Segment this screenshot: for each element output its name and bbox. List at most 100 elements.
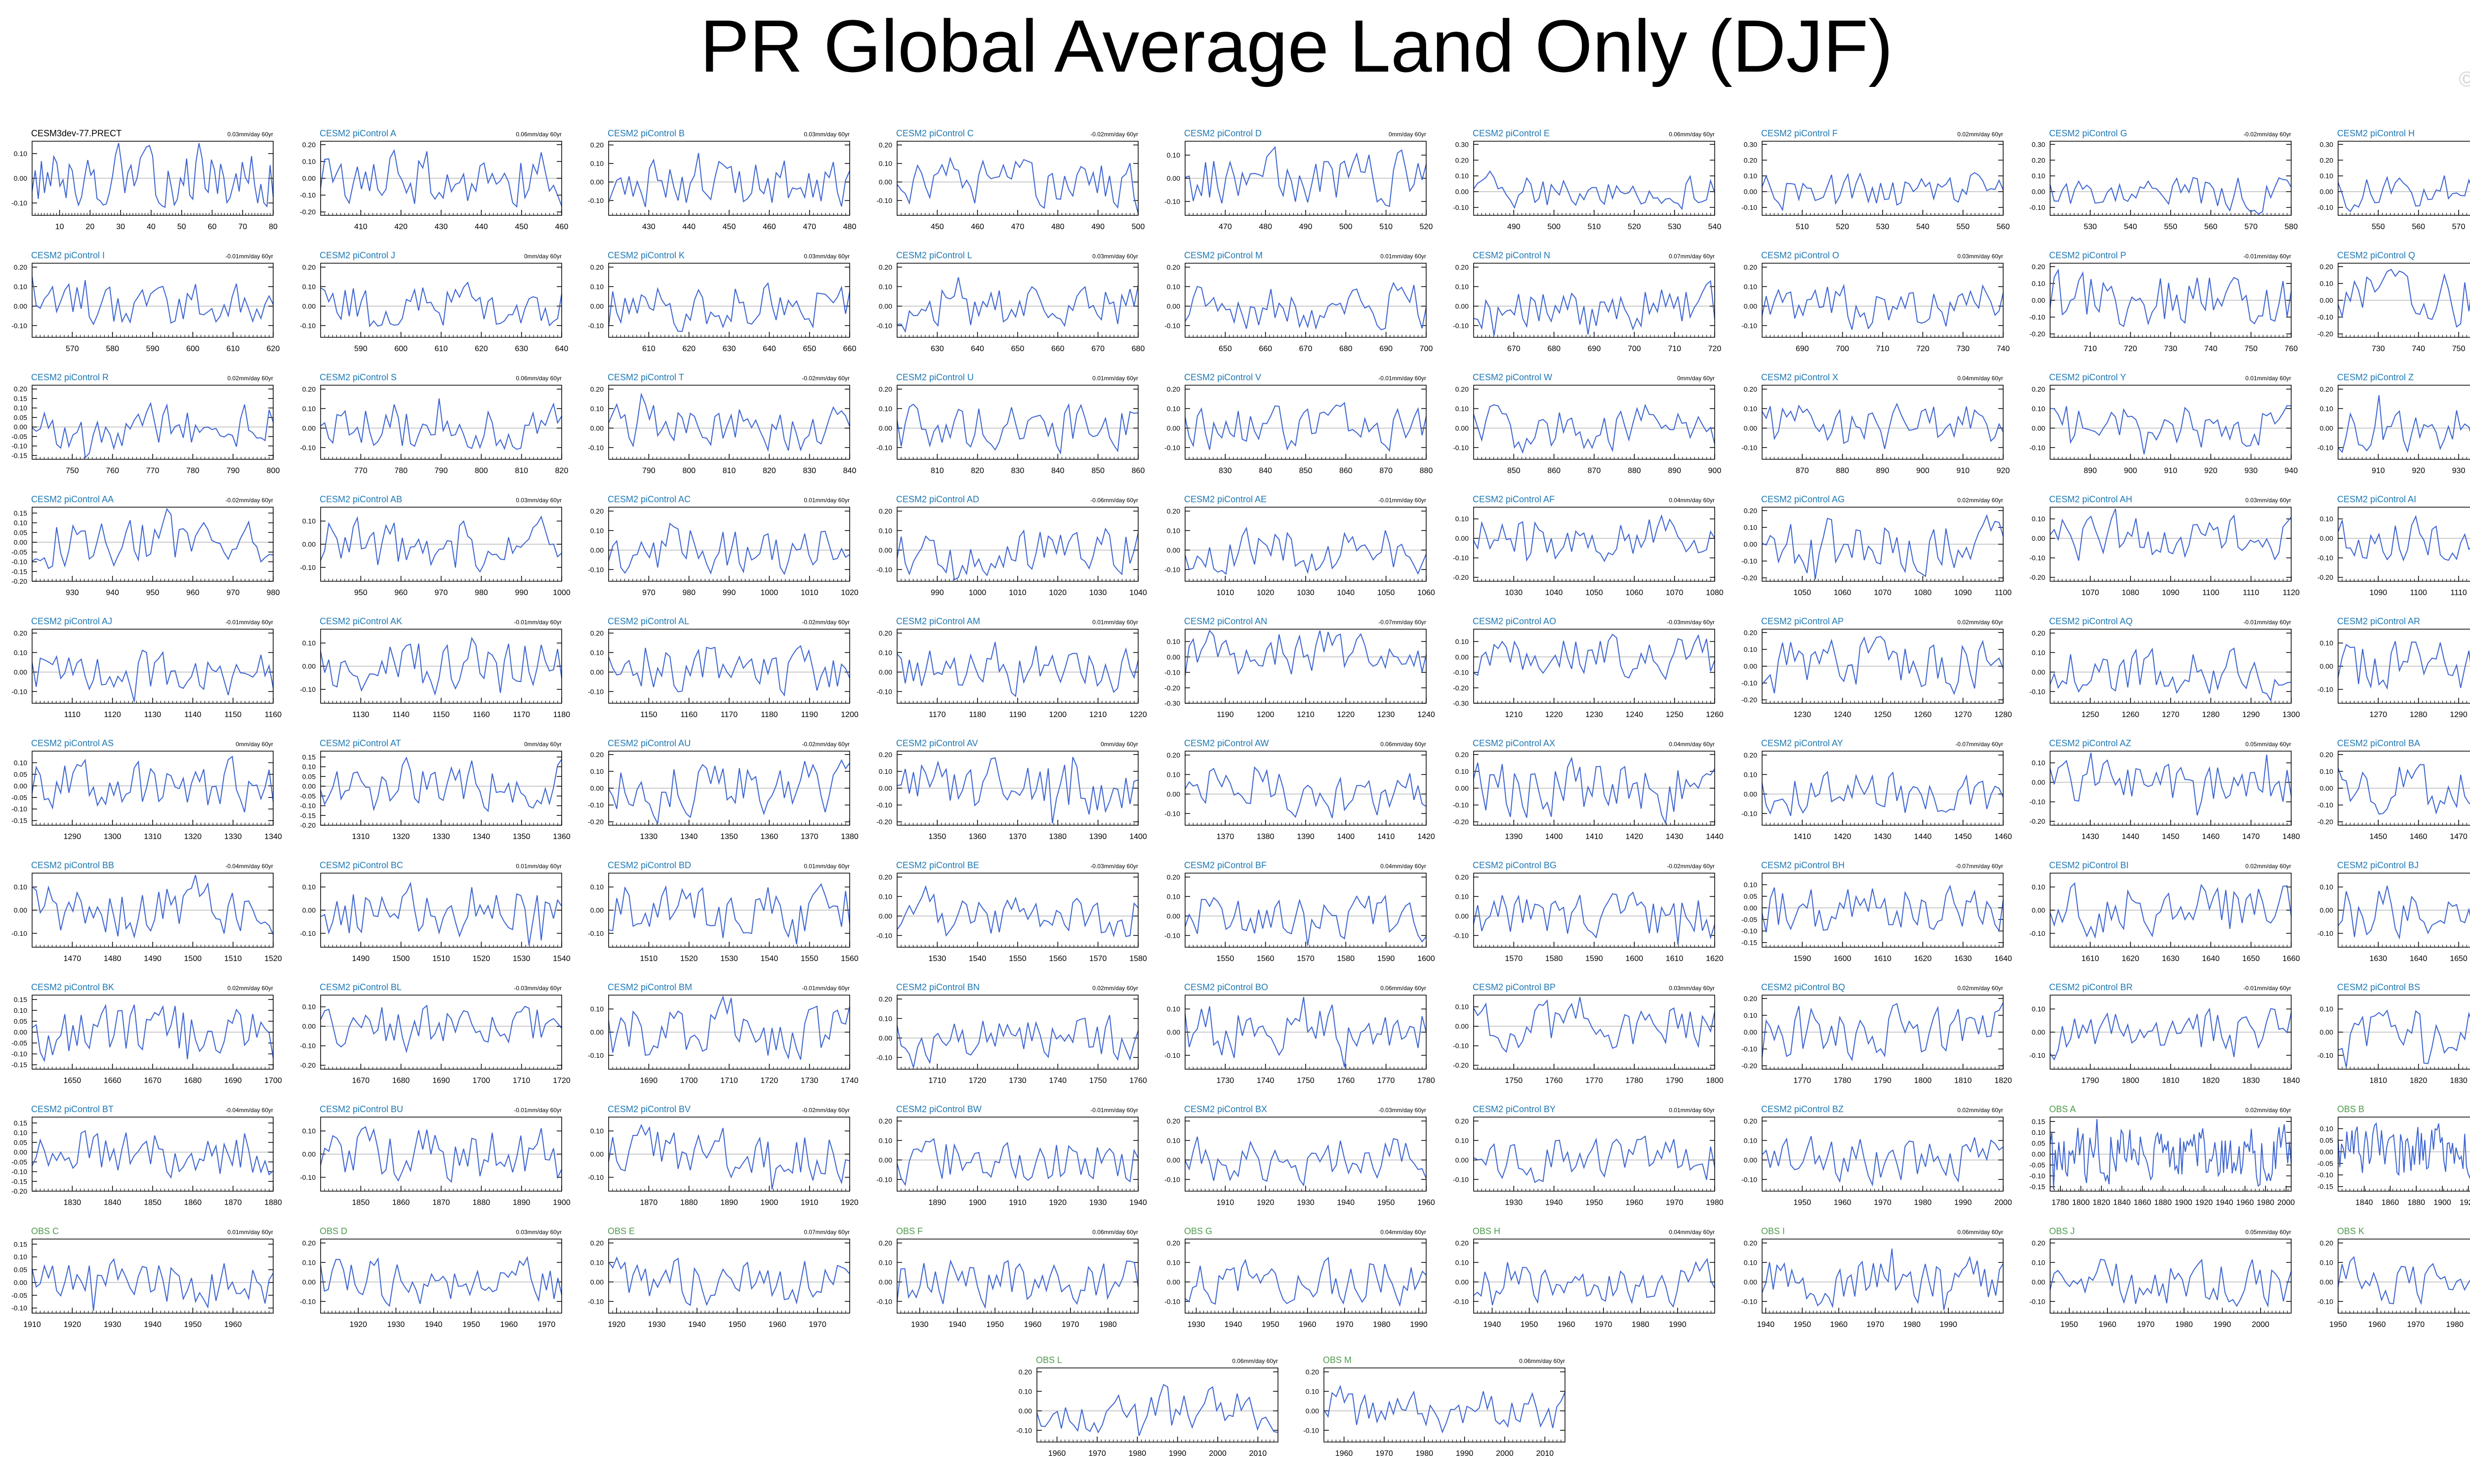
x-tick-label: 1040: [1337, 589, 1355, 597]
x-tick-label: 1270: [2162, 711, 2180, 719]
y-tick-label: 0.20: [1167, 751, 1180, 759]
x-tick-label: 1110: [2243, 589, 2259, 597]
y-tick-label: -0.20: [300, 821, 316, 829]
trend-label: 0.01mm/day 60yr: [804, 497, 850, 504]
page-title: PR Global Average Land Only (DJF): [700, 4, 1893, 87]
y-tick-label: -0.20: [2029, 573, 2045, 581]
trend-label: 0mm/day 60yr: [1389, 131, 1426, 138]
y-tick-label: 0.10: [2320, 280, 2333, 287]
series-line: [2050, 405, 2292, 455]
x-tick-label: 1450: [2370, 833, 2388, 841]
y-tick-label: 0.00: [1744, 188, 1757, 196]
x-tick-label: 1440: [1706, 833, 1724, 841]
x-tick-label: 1000: [969, 589, 987, 597]
y-tick-label: 0.00: [590, 546, 604, 554]
y-tick-label: -0.10: [1164, 669, 1180, 677]
y-tick-label: 0.10: [590, 160, 604, 167]
y-tick-label: 0.00: [2032, 296, 2045, 304]
panel-label: CESM2 piControl K: [608, 250, 685, 260]
x-tick-label: 790: [226, 467, 240, 475]
trend-label: 0.02mm/day 60yr: [227, 375, 273, 382]
y-tick-label: -0.20: [300, 208, 316, 216]
y-tick-label: 0.00: [590, 302, 604, 310]
y-tick-label: 0.20: [879, 141, 892, 149]
y-tick-label: 0.10: [1167, 404, 1180, 412]
y-tick-label: 0.00: [14, 782, 27, 790]
y-tick-label: -0.20: [1453, 684, 1469, 692]
x-tick-label: 820: [971, 467, 984, 475]
y-tick-label: 0.05: [14, 413, 27, 421]
timeseries-panel: CESM2 piControl BA0.02mm/day 60yr1450146…: [2317, 738, 2470, 841]
x-tick-label: 740: [2412, 345, 2425, 353]
x-tick-label: 990: [931, 589, 944, 597]
y-tick-label: -0.10: [1741, 443, 1757, 451]
plot-frame: [897, 507, 1139, 582]
y-tick-label: 0.20: [14, 263, 27, 271]
x-tick-label: 1040: [1545, 589, 1563, 597]
series-line: [897, 157, 1139, 214]
y-tick-label: -0.10: [300, 191, 316, 199]
x-tick-label: 1080: [1706, 589, 1724, 597]
x-tick-label: 20: [85, 223, 94, 231]
y-tick-label: 0.10: [1744, 172, 1757, 180]
x-tick-label: 690: [1588, 345, 1601, 353]
x-tick-label: 700: [1836, 345, 1849, 353]
series-line: [320, 515, 562, 573]
y-tick-label: -0.20: [2317, 330, 2333, 338]
y-tick-label: 0.15: [14, 395, 27, 402]
series-line: [1762, 636, 2004, 695]
trend-label: 0mm/day 60yr: [524, 253, 562, 260]
series-line: [1762, 283, 2004, 330]
series-line: [1473, 170, 1715, 210]
x-tick-label: 630: [515, 345, 528, 353]
plot-frame: [897, 385, 1139, 460]
y-tick-label: -0.20: [2029, 817, 2045, 825]
y-tick-label: 0.10: [2320, 172, 2333, 180]
y-tick-label: 0.00: [879, 178, 892, 186]
series-line: [2338, 515, 2470, 562]
timeseries-panel: CESM2 piControl Q-0.03mm/day 60yr7307407…: [2317, 250, 2470, 353]
y-tick-label: 0.20: [590, 751, 604, 759]
y-tick-label: -0.10: [876, 565, 892, 573]
trend-label: -0.02mm/day 60yr: [225, 497, 273, 504]
timeseries-panel: CESM2 piControl A 0.06mm/day 60yr 410 420 43…: [300, 128, 568, 231]
plot-frame: [2338, 385, 2470, 460]
x-tick-label: 1240: [1834, 711, 1852, 719]
trend-label: 0.06mm/day 60yr: [516, 131, 562, 138]
timeseries-panel: CESM3dev-77.PRECT 0.03mm/day 60yr 10 20 30 40…: [11, 128, 278, 231]
trend-label: 0.03mm/day 60yr: [2245, 497, 2291, 504]
x-tick-label: 1460: [2202, 833, 2220, 841]
y-tick-label: 0.10: [14, 150, 27, 158]
y-tick-label: 0.20: [2032, 629, 2045, 637]
panel-label: CESM2 piControl E: [1473, 128, 1550, 138]
x-tick-label: 1050: [1377, 589, 1395, 597]
panel-label: CESM2 piControl AR: [2337, 616, 2420, 626]
plot-frame: [897, 141, 1139, 216]
plot-frame: [1473, 751, 1715, 826]
x-tick-label: 1450: [2162, 833, 2180, 841]
y-tick-label: 0.20: [2320, 751, 2333, 759]
x-tick-label: 1340: [264, 833, 282, 841]
y-tick-label: 0.00: [1455, 188, 1469, 196]
y-tick-label: -0.10: [1741, 321, 1757, 329]
y-tick-label: 0.00: [1744, 662, 1757, 670]
panel-label: CESM2 piControl U: [896, 372, 974, 382]
y-tick-label: 0.10: [2320, 639, 2333, 647]
x-tick-label: 510: [1379, 223, 1393, 231]
x-tick-label: 810: [931, 467, 944, 475]
y-tick-label: 0.00: [14, 174, 27, 182]
trend-label: -0.02mm/day 60yr: [2243, 131, 2291, 138]
plot-frame: [2338, 141, 2470, 216]
x-tick-label: 1180: [969, 711, 986, 719]
y-tick-label: 0.00: [14, 423, 27, 431]
x-tick-label: 620: [267, 345, 280, 353]
y-tick-label: 0.10: [14, 519, 27, 527]
x-tick-label: 530: [1668, 223, 1681, 231]
y-tick-label: 0.20: [1744, 156, 1757, 164]
x-tick-label: 520: [1628, 223, 1641, 231]
plot-frame: [2050, 507, 2292, 582]
trend-label: 0.03mm/day 60yr: [1957, 253, 2003, 260]
y-tick-label: 0.00: [14, 302, 27, 310]
series-line: [897, 757, 1139, 824]
trend-label: 0.06mm/day 60yr: [516, 375, 562, 382]
